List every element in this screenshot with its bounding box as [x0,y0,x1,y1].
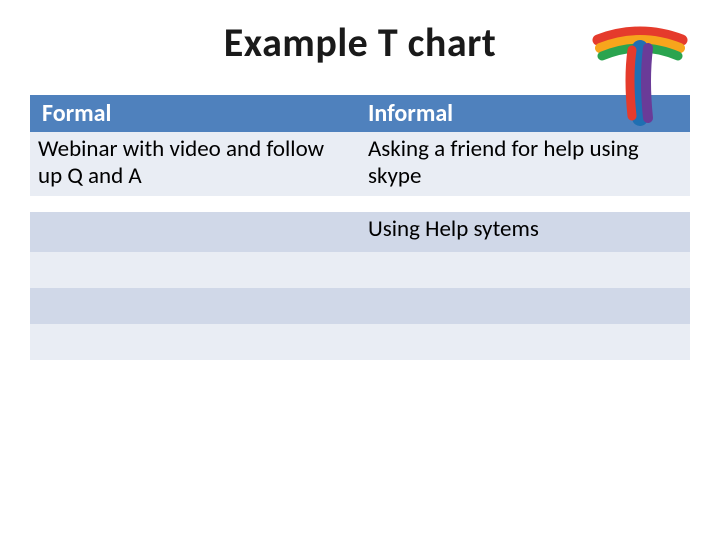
table-row [30,324,690,360]
cell-informal [360,324,690,360]
cell-informal [360,252,690,288]
table-row [30,252,690,288]
t-logo-icon [590,18,690,128]
cell-formal [30,288,360,324]
cell-formal [30,196,360,212]
table-row: Using Help sytems [30,212,690,252]
cell-formal [30,252,360,288]
cell-informal [360,196,690,212]
cell-informal [360,288,690,324]
table-row [30,288,690,324]
cell-formal: Webinar with video and follow up Q and A [30,132,360,196]
cell-informal: Using Help sytems [360,212,690,252]
cell-informal: Asking a friend for help using skype [360,132,690,196]
table-row: Webinar with video and follow up Q and A… [30,132,690,196]
cell-formal [30,324,360,360]
cell-formal [30,212,360,252]
t-chart-table: Formal Informal Webinar with video and f… [30,95,690,360]
table-row [30,196,690,212]
column-header-formal: Formal [30,95,360,132]
